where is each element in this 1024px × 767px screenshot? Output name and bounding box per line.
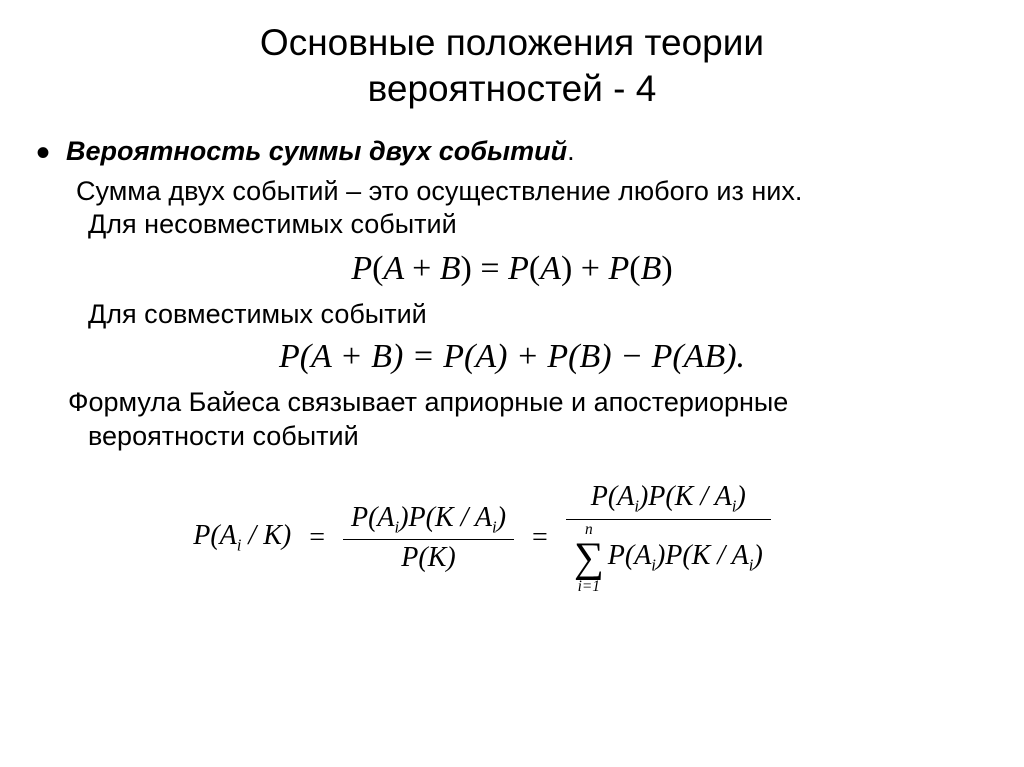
sigma-sum: n ∑ i=1	[574, 522, 604, 595]
lhs-p: P(A	[193, 520, 237, 551]
frac2-den: n ∑ i=1 P(Ai)P(K / Ai)	[566, 520, 771, 597]
formula-incompatible: P(A + B) = P(A) + P(B)	[40, 250, 984, 288]
incompatible-label: Для несовместимых событий	[88, 208, 984, 242]
frac1-num: P(Ai)P(K / Ai)	[343, 500, 514, 540]
sigma-icon: ∑	[574, 537, 604, 579]
n1c: )	[497, 502, 506, 533]
bayes-text-line-1: Формула Байеса связывает априорные и апо…	[68, 386, 984, 420]
equals-1: =	[303, 522, 331, 554]
bayes-text-line-2: вероятности событий	[88, 420, 984, 454]
den2-expr: P(Ai)P(K / Ai)	[608, 540, 763, 576]
bayes-formula: P(Ai / K) = P(Ai)P(K / Ai) P(K) = P(Ai)P…	[0, 479, 984, 596]
equals-2: =	[526, 522, 554, 554]
n2c: )	[736, 481, 745, 512]
section-heading: Вероятность суммы двух событий	[66, 136, 567, 166]
fraction-2: P(Ai)P(K / Ai) n ∑ i=1 P(Ai)P(K / Ai)	[566, 479, 771, 596]
formula-compatible: P(A + B) = P(A) + P(B) − P(AB).	[40, 338, 984, 376]
d2a: P(A	[608, 540, 652, 571]
bullet-dot: •	[36, 135, 50, 171]
title-line-1: Основные положения теории	[260, 22, 764, 63]
bayes-lhs: P(Ai / K)	[193, 520, 291, 556]
d2b: )P(K / A	[656, 540, 749, 571]
bullet-item: • Вероятность суммы двух событий.	[40, 135, 984, 171]
n1a: P(A	[351, 502, 395, 533]
n2a: P(A	[591, 481, 635, 512]
compatible-label: Для совместимых событий	[88, 298, 984, 332]
lhs-rest: / K)	[241, 520, 291, 551]
frac1-den: P(K)	[393, 540, 463, 576]
slide-title: Основные положения теории вероятностей -…	[40, 20, 984, 113]
fraction-1: P(Ai)P(K / Ai) P(K)	[343, 500, 514, 577]
sum-bot: i=1	[578, 579, 600, 594]
frac2-num: P(Ai)P(K / Ai)	[583, 479, 754, 519]
n2b: )P(K / A	[639, 481, 732, 512]
title-line-2: вероятностей - 4	[368, 68, 657, 109]
heading-period: .	[567, 136, 575, 166]
description-text: Сумма двух событий – это осуществление л…	[76, 175, 984, 209]
n1b: )P(K / A	[399, 502, 492, 533]
d2c: )	[753, 540, 762, 571]
